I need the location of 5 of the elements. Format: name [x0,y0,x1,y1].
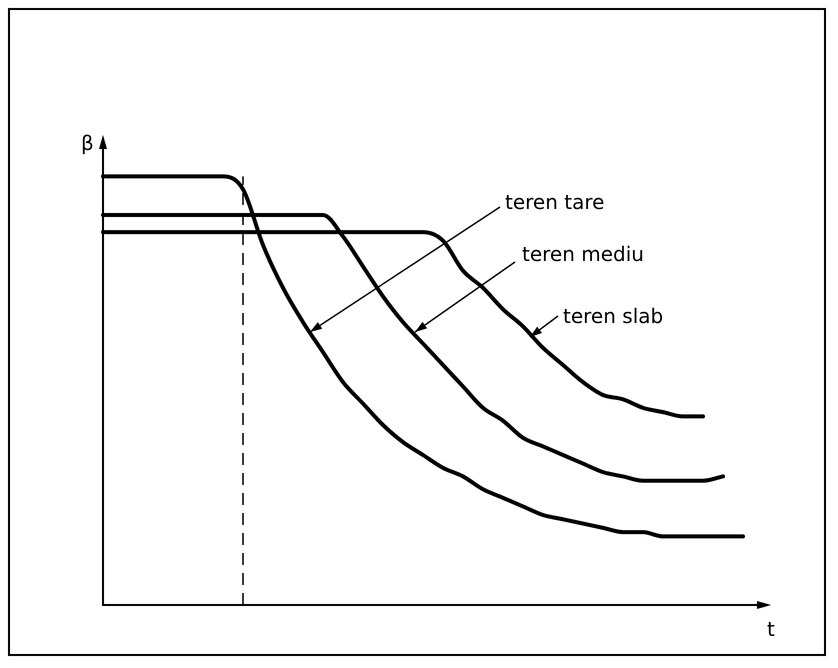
annotation: teren mediu [522,242,644,266]
x-axis-title: t [767,617,775,641]
annotation: teren tare [505,190,604,214]
annotation: teren slab [563,304,664,328]
y-axis-title: β [81,131,94,155]
